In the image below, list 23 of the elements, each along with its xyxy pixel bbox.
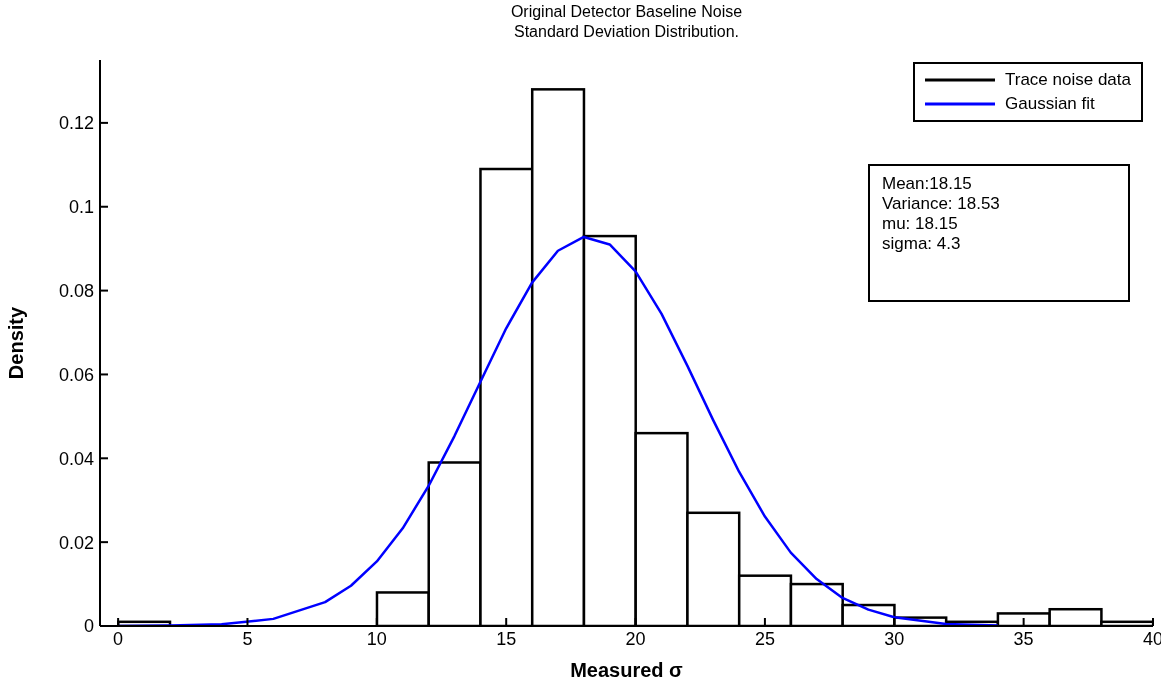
annotation: mu: 18.15 <box>882 214 959 234</box>
legend-label: Trace noise data <box>1005 69 1131 91</box>
y-tick-label: 0.06 <box>58 364 94 385</box>
x-tick-label: 35 <box>1013 628 1034 649</box>
x-tick-label: 20 <box>625 628 646 649</box>
y-tick-label: 0.1 <box>68 197 94 218</box>
annotation: sigma: 4.3 <box>882 234 962 254</box>
y-tick-label: 0.08 <box>58 280 94 301</box>
y-axis-title: Density <box>5 306 28 380</box>
y-tick-label: 0.12 <box>58 113 94 134</box>
annotation: Mean:18.15 <box>882 174 973 194</box>
x-tick-label: 10 <box>366 628 387 649</box>
annotation: Variance: 18.53 <box>882 194 1001 214</box>
x-tick-label: 0 <box>113 628 124 649</box>
x-tick-label: 25 <box>754 628 775 649</box>
y-tick-label: 0.02 <box>58 532 94 553</box>
x-tick-label: 5 <box>242 628 253 649</box>
legend-label: Gaussian fit <box>1005 93 1095 115</box>
y-tick-label: 0.04 <box>58 448 94 469</box>
chart-title: Original Detector Baseline Noise Standard Deviation Distribution. <box>509 2 744 42</box>
x-tick-label: 30 <box>884 628 905 649</box>
x-axis-title: Measured σ <box>570 659 684 681</box>
x-tick-label: 15 <box>496 628 517 649</box>
